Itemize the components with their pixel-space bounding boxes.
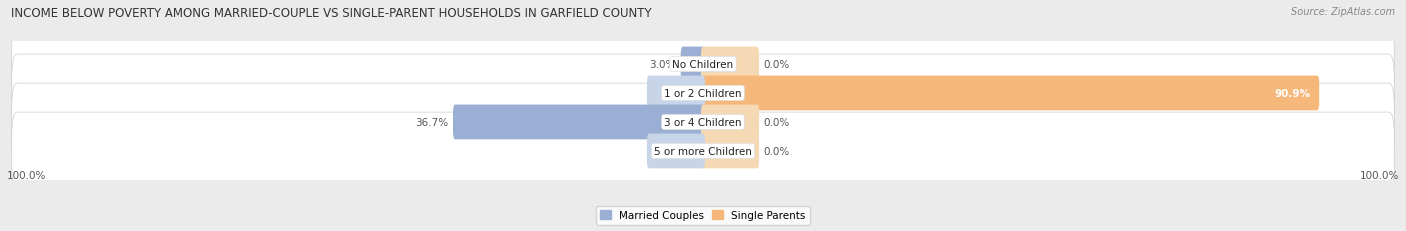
Text: 0.0%: 0.0% (671, 88, 696, 99)
Text: 0.0%: 0.0% (763, 60, 790, 70)
FancyBboxPatch shape (11, 84, 1395, 161)
Text: No Children: No Children (672, 60, 734, 70)
Text: 3 or 4 Children: 3 or 4 Children (664, 117, 742, 128)
FancyBboxPatch shape (11, 113, 1395, 190)
Legend: Married Couples, Single Parents: Married Couples, Single Parents (596, 206, 810, 225)
Text: 90.9%: 90.9% (1274, 88, 1310, 99)
FancyBboxPatch shape (702, 76, 1319, 111)
FancyBboxPatch shape (11, 55, 1395, 132)
Text: 1 or 2 Children: 1 or 2 Children (664, 88, 742, 99)
Text: 0.0%: 0.0% (763, 146, 790, 156)
Text: 36.7%: 36.7% (415, 117, 449, 128)
Text: 0.0%: 0.0% (763, 117, 790, 128)
Text: 3.0%: 3.0% (650, 60, 676, 70)
FancyBboxPatch shape (681, 47, 704, 82)
Text: INCOME BELOW POVERTY AMONG MARRIED-COUPLE VS SINGLE-PARENT HOUSEHOLDS IN GARFIEL: INCOME BELOW POVERTY AMONG MARRIED-COUPL… (11, 7, 652, 20)
FancyBboxPatch shape (11, 26, 1395, 103)
FancyBboxPatch shape (453, 105, 704, 140)
Text: 100.0%: 100.0% (1360, 170, 1399, 180)
Text: 100.0%: 100.0% (7, 170, 46, 180)
Text: 5 or more Children: 5 or more Children (654, 146, 752, 156)
Text: 0.0%: 0.0% (671, 146, 696, 156)
FancyBboxPatch shape (702, 47, 759, 82)
FancyBboxPatch shape (702, 134, 759, 169)
Text: Source: ZipAtlas.com: Source: ZipAtlas.com (1291, 7, 1395, 17)
FancyBboxPatch shape (702, 105, 759, 140)
FancyBboxPatch shape (647, 134, 704, 169)
FancyBboxPatch shape (647, 76, 704, 111)
